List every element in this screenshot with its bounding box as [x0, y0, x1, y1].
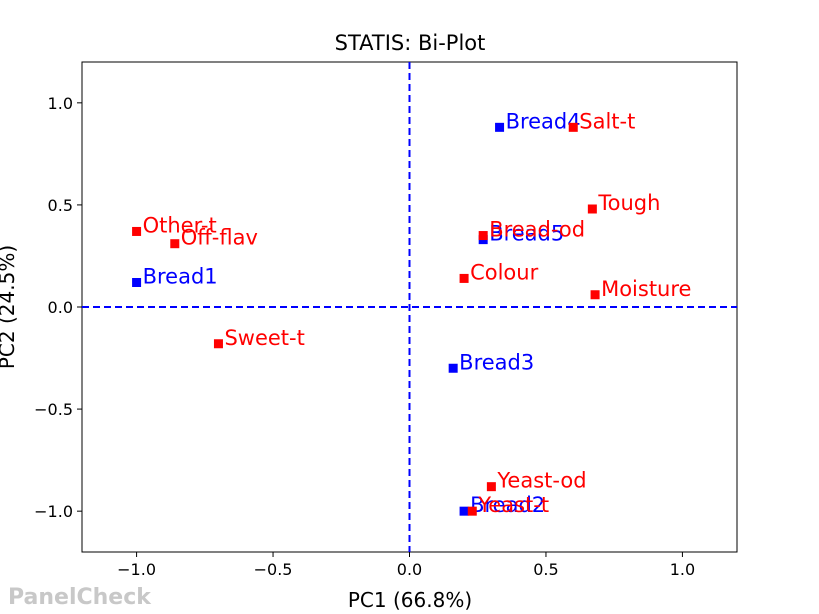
- y-tick-label: 0.0: [48, 298, 73, 317]
- point-marker: [213, 339, 223, 349]
- y-tick-label: −1.0: [34, 502, 73, 521]
- point-marker: [459, 273, 469, 283]
- point-marker: [495, 122, 505, 132]
- x-axis-label: PC1 (66.8%): [348, 588, 472, 612]
- point-label: Yeast-t: [477, 493, 549, 517]
- y-axis-label: PC2 (24.5%): [0, 245, 19, 369]
- point-label: Colour: [470, 260, 539, 284]
- x-tick-label: 1.0: [670, 560, 695, 579]
- point-label: Tough: [597, 191, 660, 215]
- point-label: Bread-od: [489, 218, 585, 242]
- y-tick-label: 1.0: [48, 94, 73, 113]
- point-label: Off-flav: [181, 226, 258, 250]
- x-tick-label: 0.5: [533, 560, 558, 579]
- point-marker: [459, 506, 469, 516]
- point-label: Bread3: [459, 350, 534, 374]
- point-marker: [170, 239, 180, 249]
- reference-lines: [82, 62, 737, 552]
- watermark-logo: PanelCheck: [8, 585, 151, 610]
- chart-title: STATIS: Bi-Plot: [335, 31, 486, 55]
- point-label: Other-t: [143, 213, 217, 237]
- point-label: Bread2: [470, 493, 545, 517]
- point-label: Bread4: [506, 109, 581, 133]
- point-label: Salt-t: [579, 109, 635, 133]
- point-marker: [568, 122, 578, 132]
- point-label: Bread1: [143, 265, 218, 289]
- axis-ticks: −1.0 −0.5 0.0 0.5 1.0 −1.0 −0.5 0.0 0.5 1.0: [34, 94, 695, 579]
- x-tick-label: 0.0: [397, 560, 422, 579]
- y-tick-label: −0.5: [34, 400, 73, 419]
- point-marker: [590, 290, 600, 300]
- x-tick-label: −0.5: [254, 560, 293, 579]
- point-marker: [448, 363, 458, 373]
- point-label: Moisture: [601, 277, 691, 301]
- point-label: Bread5: [489, 222, 564, 246]
- point-marker: [587, 204, 597, 214]
- x-tick-label: −1.0: [117, 560, 156, 579]
- point-marker: [132, 226, 142, 236]
- point-marker: [467, 506, 477, 516]
- data-points: Bread1 Bread2 Bread3 Bread4 Bread5 Other-tOff…: [132, 109, 691, 517]
- point-label: Yeast-od: [496, 469, 586, 493]
- point-label: Sweet-t: [224, 326, 304, 350]
- y-tick-label: 0.5: [48, 196, 73, 215]
- point-marker: [132, 278, 142, 287]
- point-marker: [478, 231, 488, 241]
- point-marker: [486, 482, 496, 492]
